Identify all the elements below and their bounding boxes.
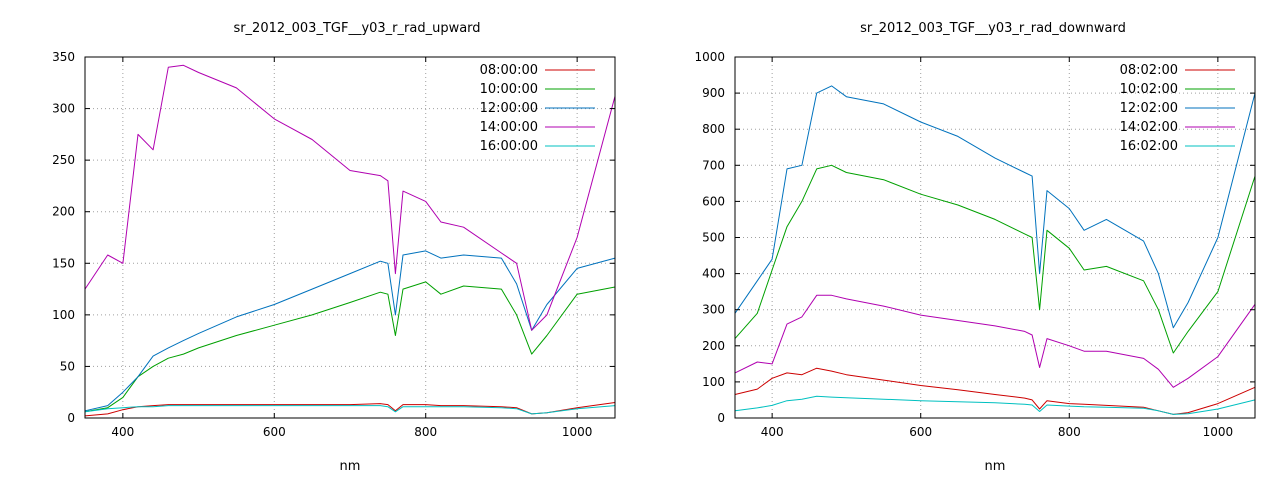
y-tick-label: 300 [702, 303, 725, 317]
x-axis-label: nm [985, 459, 1006, 474]
chart-downward: sr_2012_003_TGF__y03_r_rad_downward 0 100… [694, 21, 1256, 474]
legend-label: 14:02:00 [1120, 120, 1178, 135]
x-tick-label: 800 [1058, 425, 1081, 439]
legend-label: 10:02:00 [1120, 82, 1178, 97]
series-line-100200 [734, 164, 1256, 354]
y-tick-label: 200 [52, 205, 75, 219]
plot-frame [84, 56, 616, 419]
y-tick-label: 800 [702, 122, 725, 136]
x-tick-label: 600 [263, 425, 286, 439]
legend-label: 14:00:00 [480, 120, 538, 135]
legend-label: 12:02:00 [1120, 101, 1178, 116]
x-tick-label: 1000 [1203, 425, 1234, 439]
series-line-160000 [84, 405, 616, 415]
chart-title: sr_2012_003_TGF__y03_r_rad_downward [860, 21, 1126, 36]
x-tick-label: 400 [111, 425, 134, 439]
x-tick-label: 600 [909, 425, 932, 439]
y-tick-label: 0 [67, 411, 75, 425]
y-tick-label: 500 [702, 231, 725, 245]
y-tick-label: 600 [702, 194, 725, 208]
x-tick-label: 800 [414, 425, 437, 439]
series-line-100000 [84, 281, 616, 413]
y-tick-label: 0 [717, 411, 725, 425]
series-line-120200 [734, 85, 1256, 329]
legend-label: 08:02:00 [1120, 63, 1178, 78]
y-tick-label: 200 [702, 339, 725, 353]
legend: 08:00:00 10:00:00 12:00:00 14:00:00 16:00:00 [480, 63, 595, 154]
y-tick-label: 100 [702, 375, 725, 389]
series-line-160200 [734, 395, 1256, 415]
x-tick-label: 400 [761, 425, 784, 439]
y-tick-label: 300 [52, 102, 75, 116]
series-line-120000 [84, 250, 616, 412]
y-tick-label: 100 [52, 308, 75, 322]
y-tick-label: 1000 [694, 50, 725, 64]
series-line-140200 [734, 294, 1256, 388]
legend: 08:02:00 10:02:00 12:02:00 14:02:00 16:02:00 [1120, 63, 1235, 154]
x-tick-label: 1000 [562, 425, 593, 439]
x-axis-label: nm [340, 459, 361, 474]
legend-label: 12:00:00 [480, 101, 538, 116]
legend-label: 16:00:00 [480, 139, 538, 154]
y-tick-label: 150 [52, 256, 75, 270]
y-tick-label: 900 [702, 86, 725, 100]
y-tick-label: 250 [52, 153, 75, 167]
y-tick-label: 400 [702, 267, 725, 281]
series-line-140000 [84, 64, 616, 331]
y-tick-label: 700 [702, 158, 725, 172]
legend-label: 08:00:00 [480, 63, 538, 78]
y-tick-label: 50 [60, 359, 75, 373]
series-line-080200 [734, 367, 1256, 415]
legend-label: 10:00:00 [480, 82, 538, 97]
legend-label: 16:02:00 [1120, 139, 1178, 154]
chart-title: sr_2012_003_TGF__y03_r_rad_upward [233, 21, 480, 36]
y-tick-label: 350 [52, 50, 75, 64]
chart-upward: sr_2012_003_TGF__y03_r_rad_upward 0 50 100… [52, 21, 616, 474]
series-line-080000 [84, 402, 616, 417]
